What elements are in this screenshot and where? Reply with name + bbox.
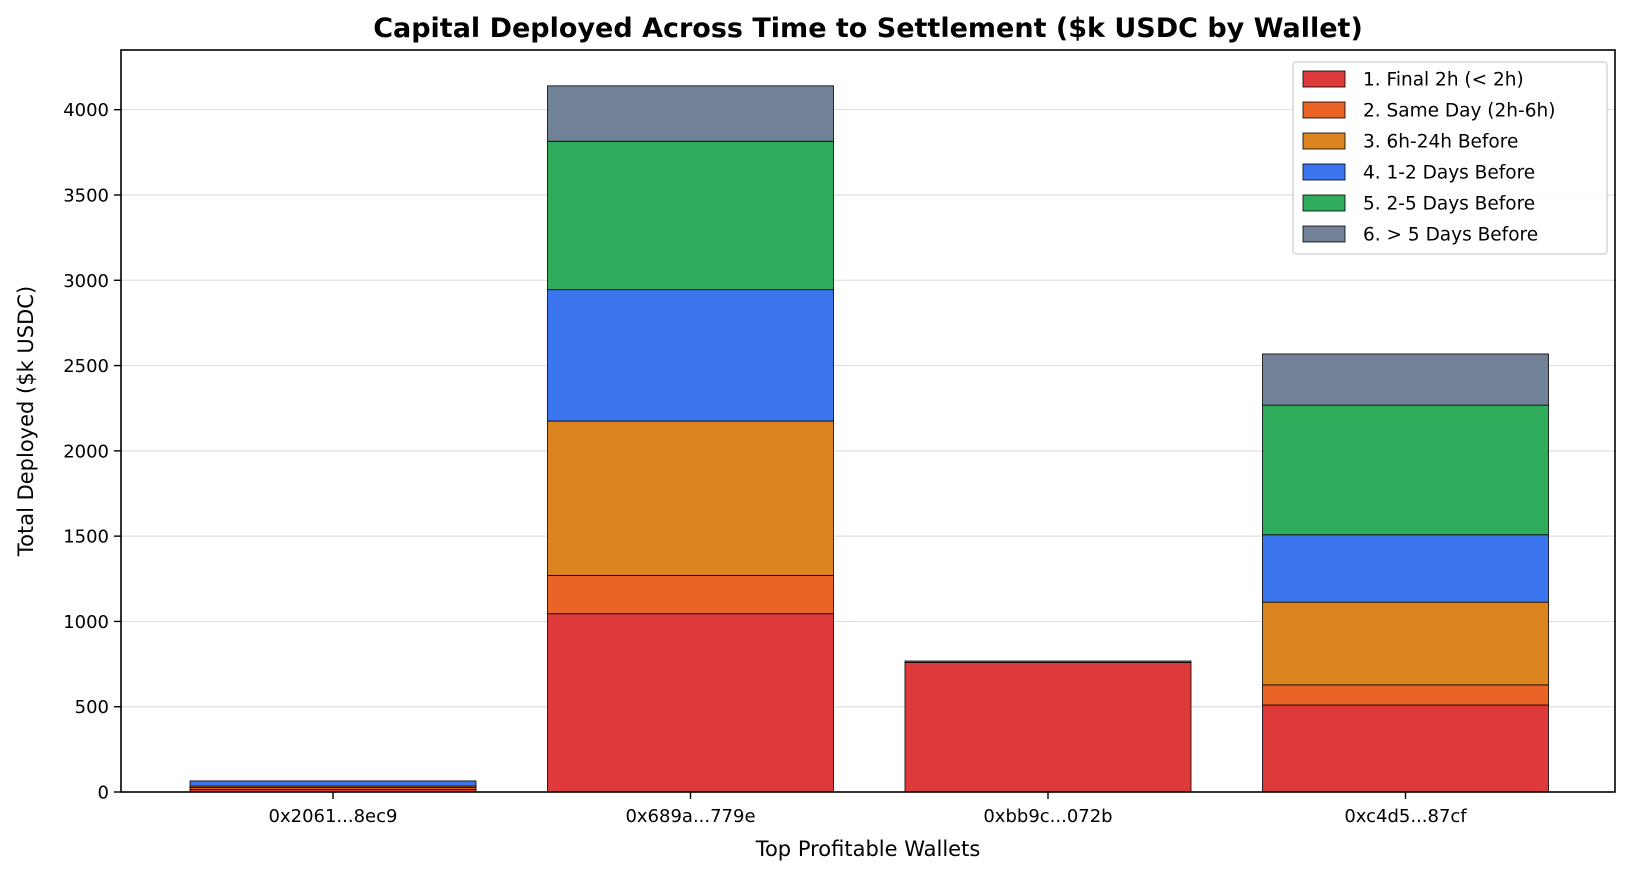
bar-segment <box>547 289 834 422</box>
bars <box>189 85 1549 793</box>
x-tick-label: 0xbb9c...072b <box>983 806 1112 827</box>
bar-segment <box>904 660 1192 663</box>
legend-swatch <box>1302 225 1346 243</box>
bar-segment <box>547 420 834 576</box>
bar-segment <box>189 780 477 787</box>
x-axis-label: Top Profitable Wallets <box>755 837 981 861</box>
y-tick-label: 3000 <box>63 271 109 292</box>
bar-segment <box>547 574 834 615</box>
y-tick-label: 2000 <box>63 441 109 462</box>
legend-label: 4. 1-2 Days Before <box>1363 163 1535 184</box>
chart-title: Capital Deployed Across Time to Settleme… <box>373 13 1363 44</box>
y-tick-label: 1000 <box>63 612 109 633</box>
plot-frame <box>120 49 1616 793</box>
bar-segment <box>1262 534 1549 603</box>
x-axis-ticks: 0x2061...8ec9 0x689a...779e 0xbb9c...072b 0… <box>269 792 1467 827</box>
bar-segment <box>547 613 834 793</box>
y-tick-label: 1500 <box>63 527 109 548</box>
legend-swatch <box>1302 194 1346 212</box>
legend-label: 6. > 5 Days Before <box>1363 225 1538 246</box>
bar-segment <box>547 140 834 291</box>
legend-label: 2. Same Day (2h-6h) <box>1363 101 1555 122</box>
legend-label: 5. 2-5 Days Before <box>1363 194 1535 215</box>
y-tick-label: 3500 <box>63 185 109 206</box>
bar-segment <box>547 85 834 142</box>
y-axis-label: Total Deployed ($k USDC) <box>14 286 38 557</box>
legend-label: 3. 6h-24h Before <box>1363 132 1518 153</box>
bar-segment <box>1262 684 1549 706</box>
legend-box <box>1292 61 1608 255</box>
x-tick-label: 0x2061...8ec9 <box>269 806 398 827</box>
bar-segment <box>1262 704 1549 793</box>
legend-label: 1. Final 2h (< 2h) <box>1363 70 1524 91</box>
legend-swatch <box>1302 101 1346 119</box>
y-gridlines <box>121 109 1615 708</box>
x-tick-label: 0xc4d5...87cf <box>1344 806 1467 827</box>
bar-segment <box>904 661 1192 793</box>
x-tick-label: 0x689a...779e <box>625 806 755 827</box>
y-tick-label: 500 <box>75 697 109 718</box>
bar-segment <box>1262 601 1549 686</box>
legend-swatch <box>1302 163 1346 181</box>
y-tick-label: 4000 <box>63 100 109 121</box>
y-tick-label: 2500 <box>63 356 109 377</box>
y-axis-ticks: 0 500 1000 1500 2000 2500 3000 3500 4000 <box>63 100 121 804</box>
bar-segment <box>1262 353 1549 406</box>
legend-swatch <box>1302 70 1346 88</box>
legend: 1. Final 2h (< 2h) 2. Same Day (2h-6h) 3. … <box>1292 61 1608 255</box>
legend-swatch <box>1302 132 1346 150</box>
bar-segment <box>1262 404 1549 536</box>
y-tick-label: 0 <box>98 783 109 804</box>
